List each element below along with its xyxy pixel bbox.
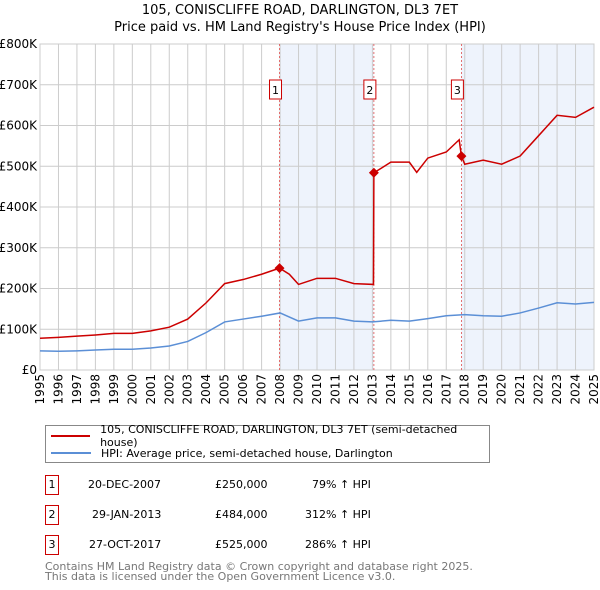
series-line [39,106,595,339]
x-tick-label: 1995 [33,374,47,405]
x-tick-label: 2001 [144,374,158,405]
price: £525,000 [215,538,268,551]
x-tick-label: 2012 [347,374,361,405]
x-tick-label: 2024 [569,374,583,405]
x-tick-label: 2013 [365,374,379,405]
x-tick-label: 2004 [199,374,213,405]
y-tick-label: £600K [0,119,38,133]
chart-subtitle: Price paid vs. HM Land Registry's House … [114,20,486,35]
price-chart: £0 £100K £200K £300K £400K £500K £600K £700K £80… [0,37,600,405]
y-tick-label: £700K [0,78,38,92]
sale-point [274,263,285,274]
sale-label: 2 [366,84,373,97]
legend-label: 105, CONISCLIFFE ROAD, DARLINGTON, DL3 7… [100,423,458,449]
sale-label: 3 [454,84,461,97]
x-tick-label: 2009 [292,374,306,405]
x-tick-label: 2015 [402,374,416,405]
y-tick-label: £200K [0,282,38,296]
transaction-row: 3 27-OCT-2017 £525,000 286% ↑ HPI [45,535,495,555]
legend-label: HPI: Average price, semi-detached house,… [101,446,393,460]
y-tick-label: £0 [22,363,37,377]
transaction-row: 1 20-DEC-2007 £250,000 79% ↑ HPI [45,475,495,495]
date: 29-JAN-2013 [92,508,162,521]
sale-label-box [269,79,283,100]
date: 27-OCT-2017 [89,538,162,551]
legend-item-hpi: HPI: Average price, semi-detached house,… [51,446,393,460]
y-tick-label: £800K [0,37,38,51]
x-tick-label: 2022 [532,374,546,405]
x-tick-label: 2011 [328,374,342,405]
x-tick-label: 2000 [125,374,139,405]
hpi-change: 79% ↑ HPI [312,478,371,491]
blue-line-swatch [51,452,91,454]
sale-point [456,151,467,162]
marker-badge: 2 [45,505,59,525]
x-tick-label: 2007 [255,374,269,405]
sale-label: 1 [272,84,279,97]
footer-licence: This data is licensed under the Open Gov… [45,570,396,583]
y-tick-label: £500K [0,159,38,173]
x-tick-label: 1999 [107,374,121,405]
x-tick-label: 2010 [310,374,324,405]
price: £250,000 [215,478,268,491]
sale-label-box [450,79,464,100]
x-tick-label: 2016 [421,374,435,405]
y-tick-label: £300K [0,241,38,255]
marker-badge: 3 [45,535,59,555]
x-tick-label: 2006 [236,374,250,405]
chart-title: 105, CONISCLIFFE ROAD, DARLINGTON, DL3 7… [141,3,459,18]
x-tick-label: 2021 [513,374,527,405]
price: £484,000 [215,508,268,521]
hpi-change: 286% ↑ HPI [305,538,371,551]
y-tick-label: £100K [0,322,38,336]
x-tick-label: 2019 [476,374,490,405]
x-tick-label: 2002 [162,374,176,405]
sale-point [368,167,379,178]
transaction-row: 2 29-JAN-2013 £484,000 312% ↑ HPI [45,505,495,525]
x-tick-label: 1996 [51,374,65,405]
series-line [39,301,595,353]
plot-frame [39,43,595,371]
x-tick-label: 2025 [587,374,600,405]
hpi-change: 312% ↑ HPI [305,508,371,521]
x-tick-label: 2014 [384,374,398,405]
x-tick-label: 2008 [273,374,287,405]
legend: 105, CONISCLIFFE ROAD, DARLINGTON, DL3 7… [45,423,490,463]
sale-label-box [363,79,377,100]
legend-item-property: 105, CONISCLIFFE ROAD, DARLINGTON, DL3 7… [51,423,489,449]
marker-badge: 1 [45,475,59,495]
x-tick-label: 2005 [218,374,232,405]
x-tick-label: 2003 [181,374,195,405]
x-tick-label: 2017 [439,374,453,405]
x-tick-label: 2023 [550,374,564,405]
footer-copyright: Contains HM Land Registry data © Crown c… [45,560,473,573]
y-tick-label: £400K [0,200,38,214]
x-tick-label: 2020 [495,374,509,405]
x-tick-label: 2018 [458,374,472,405]
x-tick-label: 1997 [70,374,84,405]
red-line-swatch [51,435,91,437]
date: 20-DEC-2007 [88,478,162,491]
x-tick-label: 1998 [88,374,102,405]
